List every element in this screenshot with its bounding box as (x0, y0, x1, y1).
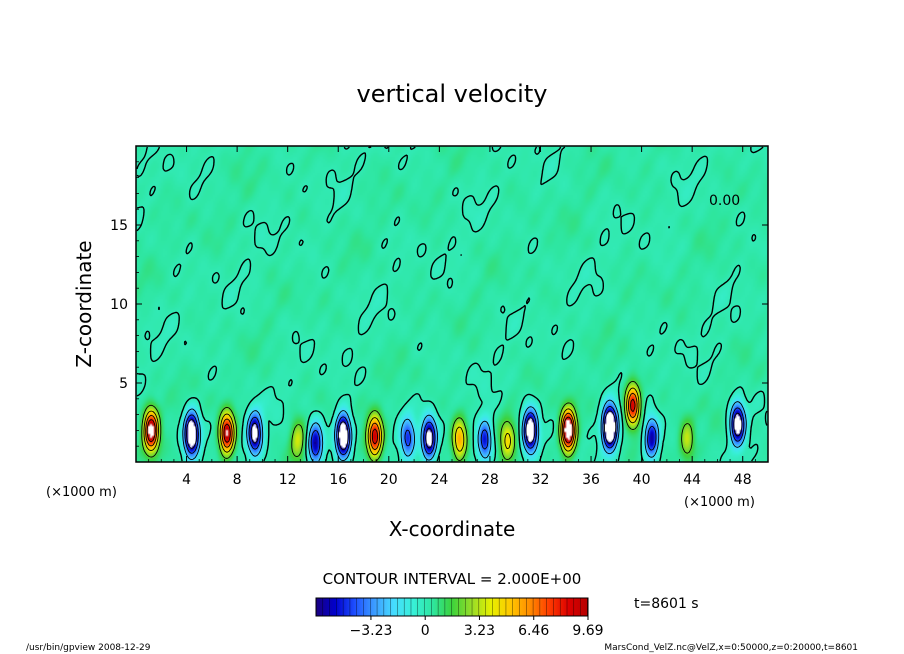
x-unit-left: (×1000 m) (46, 485, 117, 500)
x-tick-label-5: 24 (430, 472, 448, 488)
x-unit-right: (×1000 m) (684, 495, 755, 510)
x-tick-label-1: 8 (233, 472, 242, 488)
contour-level-m6 (186, 410, 743, 451)
contour-label: 0.00 (709, 193, 740, 209)
y-tick-label-0: 5 (119, 376, 128, 392)
colorbar-tick-label-0: −3.23 (349, 623, 392, 639)
x-tick-label-11: 48 (734, 472, 752, 488)
y-axis: 5 10 15 (110, 161, 768, 447)
contour-level-m2 (182, 399, 747, 462)
contour-interval: CONTOUR INTERVAL = 2.000E+00 (323, 570, 582, 588)
contour-level-0 (136, 146, 768, 462)
footer-left: /usr/bin/gpview 2008-12-29 (26, 643, 151, 653)
colorbar-ticks: −3.23 0 3.23 6.46 9.69 (349, 616, 604, 639)
x-tick-label-7: 32 (532, 472, 550, 488)
x-tick-label-3: 16 (329, 472, 347, 488)
colorbar-tick-label-4: 9.69 (572, 623, 603, 639)
y-tick-label-2: 15 (110, 218, 128, 234)
x-tick-label-0: 4 (182, 472, 191, 488)
plot-area: 0.00 (135, 145, 769, 463)
colorbar-frame (315, 597, 589, 617)
velocity-heatmap (136, 146, 768, 462)
x-axis: 4 8 12 16 20 24 28 32 36 40 44 48 (148, 146, 756, 488)
colorbar-tick-label-2: 3.23 (464, 623, 495, 639)
colorbar: −3.23 0 3.23 6.46 9.69 (315, 597, 604, 639)
y-axis-label: Z-coordinate (72, 240, 96, 367)
footer-right: MarsCond_VelZ.nc@VelZ,x=0:50000,z=0:2000… (604, 643, 858, 653)
x-axis-label: X-coordinate (389, 517, 516, 541)
x-tick-label-6: 28 (481, 472, 499, 488)
colorbar-tick-label-3: 6.46 (518, 623, 549, 639)
contour-lines (136, 146, 768, 462)
time-label: t=8601 s (634, 596, 699, 612)
x-tick-label-8: 36 (582, 472, 600, 488)
x-tick-label-2: 12 (279, 472, 297, 488)
y-tick-label-1: 10 (110, 297, 128, 313)
colorbar-divisions (322, 598, 588, 616)
contour-level-m4 (184, 406, 745, 456)
contour-level-4 (143, 387, 640, 456)
x-tick-label-9: 40 (633, 472, 651, 488)
x-tick-label-4: 20 (380, 472, 398, 488)
x-tick-label-10: 44 (683, 472, 701, 488)
contour-level-6 (145, 392, 638, 451)
contour-level-8 (146, 398, 636, 445)
chart-title: vertical velocity (357, 80, 548, 108)
contour-level-2 (141, 380, 693, 462)
colorbar-tick-label-1: 0 (421, 623, 430, 639)
